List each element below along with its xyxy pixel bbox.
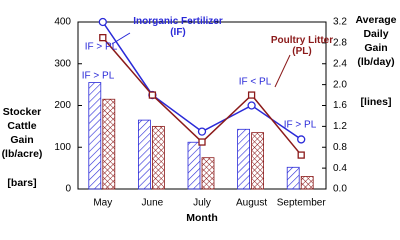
y-axis-note: [bars] [7, 177, 36, 189]
y2-tick-label: 0.0 [333, 184, 347, 195]
y-tick-label: 200 [54, 100, 71, 111]
y-axis-title: Stocker [3, 106, 42, 118]
y-tick-label: 400 [54, 17, 71, 28]
y-axis-title: Gain [10, 134, 33, 146]
y2-axis-title: Daily [363, 28, 388, 40]
y2-axis-title: Gain [364, 42, 387, 54]
y2-tick-label: 1.2 [333, 121, 347, 132]
bar [102, 98, 116, 190]
y-axis-title: Cattle [7, 120, 36, 132]
chart-svg: 0 100 200 300 400 0.0 0.4 0.8 1.2 1.6 2.0 2.4 2.8 3.2… [2, 14, 397, 224]
y2-tick-label: 3.2 [333, 17, 347, 28]
bar [137, 119, 151, 190]
y2-axis-title: Average [355, 14, 396, 26]
x-tick-label: July [193, 198, 211, 209]
x-tick-label: June [142, 198, 164, 209]
y2-axis-note: [lines] [361, 96, 392, 108]
bar [201, 157, 215, 190]
x-tick-label: August [236, 198, 267, 209]
y2-tick-label: 2.0 [333, 79, 347, 90]
annotation: IF > PL [284, 120, 317, 131]
chart: 0 100 200 300 400 0.0 0.4 0.8 1.2 1.6 2.0 2.4 2.8 3.2… [2, 14, 397, 224]
bar [300, 176, 314, 190]
y2-tick-label: 1.6 [333, 100, 347, 111]
marker [297, 151, 305, 159]
bar [187, 141, 201, 190]
annotation: IF > PL [82, 71, 115, 82]
annotation: IF < PL [239, 77, 272, 88]
arrow [274, 54, 291, 88]
bar [251, 132, 265, 190]
y2-tick-label: 0.4 [333, 163, 347, 174]
x-tick-label: September [277, 198, 327, 209]
marker [247, 101, 256, 110]
y-tick-label: 300 [54, 58, 71, 69]
marker [247, 91, 256, 99]
y-tick-label: 100 [54, 142, 71, 153]
bar [88, 82, 102, 190]
annotation: IF > PL [85, 42, 118, 53]
y2-tick-label: 0.8 [333, 142, 347, 153]
bar [237, 128, 251, 190]
bar [286, 166, 300, 190]
marker [297, 135, 306, 144]
x-axis-title: Month [186, 212, 218, 224]
y2-axis-title: (lb/day) [357, 56, 394, 68]
y-tick-label: 0 [65, 184, 71, 195]
legend-label: Inorganic Fertilizer (IF) [133, 16, 223, 38]
arrow [111, 32, 131, 45]
marker [197, 127, 207, 136]
bar [151, 125, 165, 190]
legend-label: Poultry Litter (PL) [270, 35, 334, 57]
marker [148, 91, 157, 99]
marker [99, 34, 107, 42]
marker [198, 138, 206, 146]
y-axis-title: (lb/acre) [2, 148, 43, 160]
y2-tick-label: 2.8 [333, 38, 347, 49]
marker [98, 17, 107, 27]
y2-tick-label: 2.4 [333, 58, 347, 69]
x-tick-label: May [93, 198, 112, 209]
